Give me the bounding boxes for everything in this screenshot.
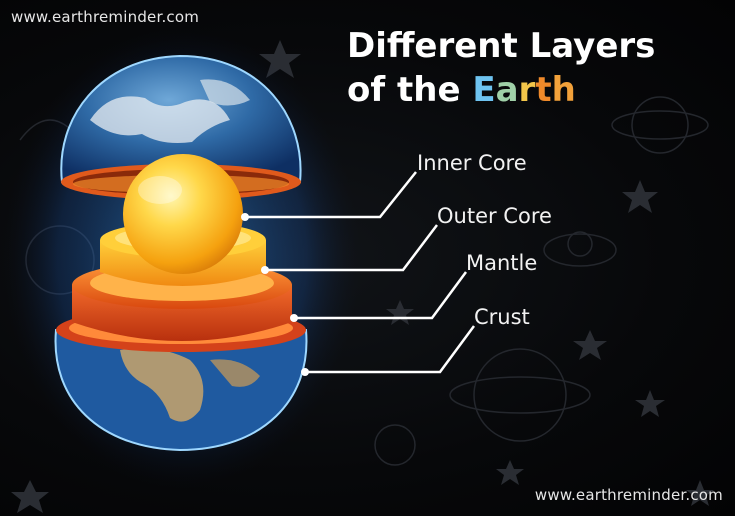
- title-earth-letter: a: [495, 70, 519, 110]
- website-watermark-bottom: www.earthreminder.com: [534, 486, 723, 504]
- title-earth-letter: r: [518, 70, 536, 110]
- title-earth-letter: h: [551, 70, 576, 110]
- inner-core-highlight: [138, 176, 182, 204]
- title-line-2-prefix: of the: [347, 70, 473, 110]
- inner-core-sphere: [123, 154, 243, 274]
- label-outer-core: Outer Core: [437, 204, 552, 228]
- title-line-1: Different Layers: [347, 26, 656, 66]
- page-title: Different Layers of the Earth: [347, 24, 655, 112]
- label-mantle: Mantle: [466, 251, 538, 275]
- leader-dots: [241, 213, 309, 376]
- leader-lines: [245, 171, 476, 374]
- website-watermark-top: www.earthreminder.com: [11, 8, 200, 26]
- title-earth-letter: t: [535, 70, 552, 110]
- title-earth-letter: E: [472, 70, 496, 110]
- label-inner-core: Inner Core: [417, 151, 527, 175]
- title-earth-word: Earth: [472, 70, 575, 110]
- label-crust: Crust: [474, 305, 530, 329]
- title-line-2: of the Earth: [347, 68, 655, 112]
